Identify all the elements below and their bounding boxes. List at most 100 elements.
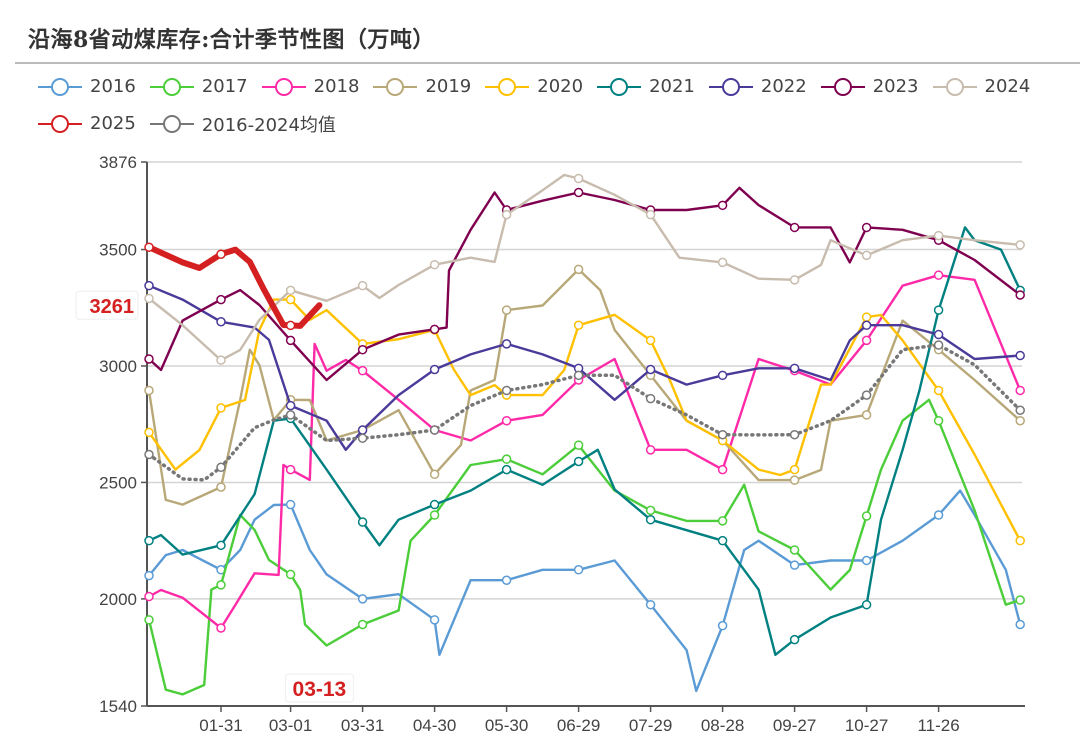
data-point bbox=[573, 173, 584, 184]
data-point bbox=[1015, 385, 1025, 396]
data-point bbox=[573, 370, 584, 381]
legend-line-circle-icon bbox=[373, 77, 418, 96]
data-point bbox=[216, 294, 226, 305]
data-point bbox=[1015, 415, 1025, 426]
data-point bbox=[357, 344, 368, 355]
legend-item-2022[interactable]: 2022 bbox=[708, 76, 807, 97]
x-tick-label: 03-01 bbox=[269, 716, 312, 735]
legend-item-2025[interactable]: 2025 bbox=[38, 113, 136, 134]
data-point bbox=[645, 599, 656, 610]
data-point bbox=[285, 464, 296, 475]
legend-row: 2025 2016-2024均值 bbox=[38, 105, 1078, 142]
data-point bbox=[144, 242, 154, 252]
data-point bbox=[1015, 535, 1025, 546]
data-point bbox=[501, 464, 512, 475]
legend-item-2018[interactable]: 2018 bbox=[261, 76, 360, 97]
legend-label: 2016 bbox=[90, 76, 136, 97]
data-point bbox=[717, 370, 728, 381]
data-point bbox=[429, 469, 440, 480]
data-point bbox=[144, 280, 154, 291]
data-point bbox=[144, 427, 154, 438]
legend-label: 2016-2024均值 bbox=[201, 114, 336, 136]
legend-line-circle-icon bbox=[38, 114, 82, 133]
legend-line-circle-icon bbox=[708, 77, 753, 96]
y-highlight-label: 3261 bbox=[90, 296, 135, 318]
legend-item-2016-2024均值[interactable]: 2016-2024均值 bbox=[149, 111, 336, 137]
legend-item-2017[interactable]: 2017 bbox=[149, 76, 248, 97]
legend-item-2019[interactable]: 2019 bbox=[373, 76, 471, 97]
data-point bbox=[789, 545, 800, 555]
data-point bbox=[216, 249, 226, 259]
legend-label: 2020 bbox=[537, 76, 584, 97]
data-point bbox=[933, 340, 944, 350]
series-line bbox=[147, 186, 1022, 382]
data-point bbox=[861, 555, 872, 566]
data-point bbox=[933, 329, 944, 340]
data-point bbox=[717, 516, 728, 526]
legend-item-2024[interactable]: 2024 bbox=[932, 76, 1031, 97]
data-point bbox=[216, 540, 226, 551]
legend-item-2023[interactable]: 2023 bbox=[820, 76, 919, 97]
data-point bbox=[357, 280, 368, 291]
data-point bbox=[645, 209, 656, 220]
legend-line-circle-icon bbox=[149, 77, 194, 96]
data-point bbox=[789, 222, 800, 233]
data-point bbox=[285, 410, 296, 420]
legend-label: 2019 bbox=[425, 76, 472, 97]
data-point bbox=[1015, 350, 1025, 361]
data-point bbox=[144, 354, 154, 364]
data-point bbox=[429, 510, 440, 520]
data-point bbox=[861, 335, 872, 346]
y-tick-label: 3876 bbox=[99, 153, 137, 172]
data-point bbox=[861, 320, 872, 330]
data-point bbox=[717, 620, 728, 631]
legend-item-2021[interactable]: 2021 bbox=[597, 76, 695, 97]
data-point bbox=[861, 312, 872, 322]
data-point bbox=[501, 385, 512, 396]
data-point bbox=[789, 429, 800, 440]
legend-label: 2024 bbox=[984, 76, 1031, 97]
x-tick-label: 10-27 bbox=[845, 716, 888, 735]
data-point bbox=[717, 257, 728, 268]
series-2023 bbox=[144, 186, 1025, 382]
legend-item-2020[interactable]: 2020 bbox=[485, 76, 583, 97]
series-line bbox=[147, 489, 1022, 693]
data-point bbox=[429, 324, 440, 335]
data-point bbox=[501, 305, 512, 315]
data-point bbox=[501, 339, 512, 349]
data-point bbox=[645, 514, 656, 525]
series-line bbox=[147, 226, 1022, 656]
data-point bbox=[285, 499, 296, 510]
data-point bbox=[933, 230, 944, 241]
series-2022 bbox=[144, 280, 1025, 451]
legend-item-2016[interactable]: 2016 bbox=[38, 76, 136, 97]
data-point bbox=[357, 433, 368, 443]
legend-line-circle-icon bbox=[932, 77, 977, 96]
data-point bbox=[216, 403, 226, 413]
data-point bbox=[144, 591, 154, 602]
legend-label: 2021 bbox=[649, 76, 695, 97]
x-tick-label: 05-30 bbox=[485, 716, 528, 735]
data-point bbox=[285, 285, 296, 296]
series-2024 bbox=[144, 173, 1025, 365]
data-point bbox=[645, 335, 656, 346]
data-point bbox=[861, 599, 872, 610]
legend-line-circle-icon bbox=[149, 114, 194, 133]
data-point bbox=[144, 615, 154, 625]
legend-line-circle-icon bbox=[820, 77, 865, 96]
data-point bbox=[1015, 595, 1025, 605]
x-tick-label: 09-27 bbox=[773, 716, 816, 735]
data-point bbox=[144, 293, 154, 304]
data-point bbox=[501, 415, 512, 426]
x-tick-label: 01-31 bbox=[199, 716, 242, 735]
legend-label: 2022 bbox=[760, 76, 807, 97]
legend-line-circle-icon bbox=[38, 77, 82, 96]
data-point bbox=[501, 454, 512, 464]
data-point bbox=[357, 365, 368, 376]
data-point bbox=[144, 385, 154, 396]
data-point bbox=[789, 275, 800, 285]
data-point bbox=[573, 565, 584, 575]
legend-label: 2018 bbox=[313, 76, 360, 97]
data-point bbox=[285, 400, 296, 411]
data-point bbox=[429, 615, 440, 625]
